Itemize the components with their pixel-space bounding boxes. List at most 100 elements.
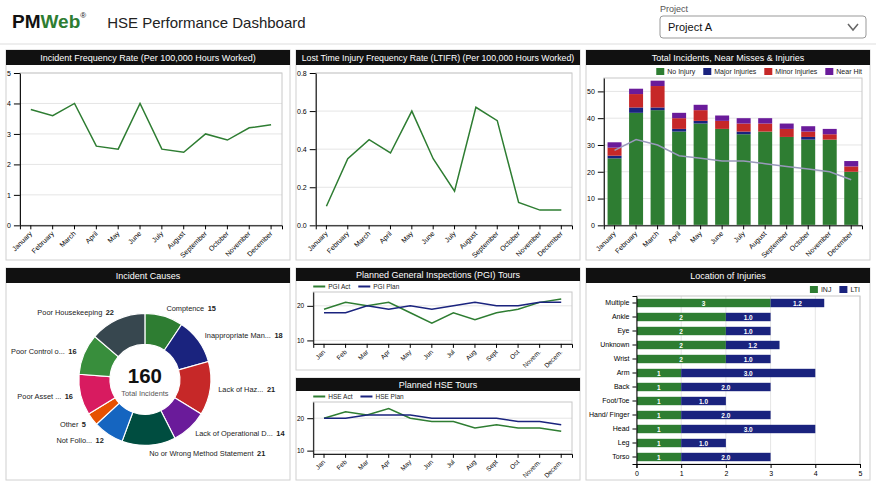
legend-label: LTI — [850, 286, 860, 293]
slice-label-value: 21 — [267, 385, 275, 394]
grid-line — [20, 103, 282, 104]
grid-line — [20, 194, 282, 195]
tick: September — [760, 225, 790, 259]
tick: June — [127, 225, 143, 245]
tick-label: July — [443, 229, 458, 244]
bar — [681, 411, 770, 419]
bar — [681, 439, 726, 447]
bar — [629, 89, 643, 94]
selector-label: Project — [660, 4, 689, 14]
line — [31, 103, 271, 152]
plot-frame — [20, 73, 282, 225]
chart-title: Planned General Inspections (PGI) Tours — [356, 270, 520, 280]
tick-mark — [614, 225, 615, 229]
tick-mark — [431, 454, 432, 458]
data-label: 1 — [657, 398, 661, 405]
tick-mark — [307, 451, 313, 452]
data-label: 1 — [657, 454, 661, 461]
bar — [726, 313, 771, 321]
tick-mark — [829, 225, 830, 229]
legend-item: HSE Plan — [360, 393, 404, 400]
tick: Novem. — [521, 344, 542, 369]
bar — [801, 132, 815, 137]
tick-mark — [679, 225, 680, 229]
logo-part: ® — [80, 11, 86, 20]
tick-mark — [183, 225, 184, 229]
tick-label: Jun — [422, 348, 435, 361]
bar — [737, 132, 751, 135]
tick: December — [246, 225, 274, 257]
bar — [636, 425, 681, 433]
tick-mark — [722, 225, 723, 229]
legend: PGI ActPGI Plan — [313, 283, 399, 290]
tick-mark — [539, 225, 540, 229]
grid — [604, 91, 862, 225]
bar — [636, 411, 681, 419]
tick: 0.2 — [297, 184, 316, 191]
line — [324, 415, 561, 425]
tick-label: Hand/ Finger — [589, 411, 630, 419]
tick: 0.8 — [297, 70, 316, 77]
slice-label-value: 5 — [82, 420, 86, 429]
bar — [681, 383, 770, 391]
tick: Feb — [335, 454, 348, 471]
tick: December — [826, 225, 854, 257]
slice-label-value: 21 — [257, 449, 265, 458]
tick-label: Multiple — [605, 299, 629, 307]
data-label: 1 — [657, 384, 661, 391]
tick-mark — [474, 454, 475, 458]
y-axis: 1020 — [297, 403, 314, 455]
tick: Feb — [335, 344, 348, 361]
tick-mark — [598, 172, 604, 173]
panel-background — [296, 378, 580, 480]
tick-label: Jun — [422, 458, 435, 471]
tick-label: Torso — [612, 453, 629, 460]
tick-mark — [454, 225, 455, 229]
tick-label: 5 — [7, 70, 11, 77]
bar — [681, 397, 726, 405]
bar — [780, 124, 794, 129]
legend: HSE ActHSE Plan — [313, 393, 404, 400]
tick-label: Aug — [464, 348, 478, 362]
legend-label: Near Hit — [836, 68, 862, 75]
tick-label: Novem. — [521, 458, 542, 479]
bar — [636, 299, 770, 307]
legend: INJLTI — [810, 286, 860, 293]
legend-item: No Injury — [656, 68, 696, 76]
tick-label: March — [58, 230, 77, 249]
tick-label: Sept — [484, 348, 499, 363]
tick-label: March — [641, 230, 660, 249]
legend: No InjuryMajor InjuriesMinor InjuriesNea… — [656, 68, 862, 76]
tick-mark — [632, 443, 636, 444]
slice-label-value: 16 — [68, 347, 76, 356]
panel-header — [296, 378, 580, 391]
tick: 0.6 — [297, 108, 316, 115]
slice-label-name: Not Follo... — [56, 436, 92, 445]
slice-label: Other5 — [60, 420, 86, 429]
bar — [636, 369, 681, 377]
bar — [681, 369, 815, 377]
tick-label: September — [179, 229, 209, 259]
slice-label-value: 18 — [274, 331, 282, 340]
tick-mark — [598, 199, 604, 200]
tick-mark — [14, 195, 20, 196]
bar — [771, 299, 825, 307]
bar — [715, 129, 729, 225]
tick-label: 30 — [587, 142, 595, 149]
grid-line — [681, 296, 682, 464]
tick-mark — [307, 418, 313, 419]
panel: Planned HSE Tours1020JanFebMarAprMayJunJ… — [296, 378, 580, 480]
tick-mark — [632, 359, 636, 360]
tick-mark — [636, 225, 637, 229]
legend-item: LTI — [839, 286, 860, 293]
tick-label: Mar — [357, 458, 370, 471]
tick: Oct — [508, 454, 520, 470]
data-label: 1.2 — [793, 300, 802, 307]
tick-label: 10 — [587, 195, 595, 202]
selector: ProjectProject A — [660, 4, 866, 38]
tick: 0.0 — [297, 222, 316, 229]
tick-label: June — [420, 230, 436, 246]
tick-label: 1 — [7, 192, 11, 199]
tick: 0 — [7, 222, 20, 229]
tick-mark — [453, 454, 454, 458]
